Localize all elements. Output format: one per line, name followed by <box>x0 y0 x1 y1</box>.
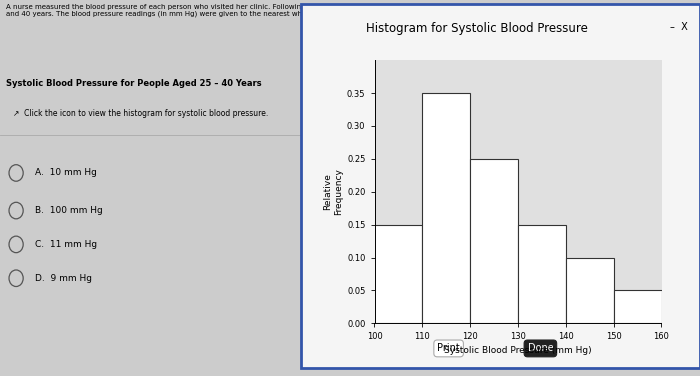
Bar <box>470 159 518 323</box>
Text: Systolic Blood Pressure for People Aged 25 – 40 Years: Systolic Blood Pressure for People Aged … <box>6 79 262 88</box>
Bar <box>422 93 470 323</box>
Text: B.  100 mm Hg: B. 100 mm Hg <box>36 206 103 215</box>
Y-axis label: Relative
Frequency: Relative Frequency <box>323 168 343 215</box>
FancyBboxPatch shape <box>301 4 700 368</box>
Text: C.  11 mm Hg: C. 11 mm Hg <box>36 240 97 249</box>
Bar <box>566 258 614 323</box>
Text: Done: Done <box>528 343 553 353</box>
Text: Print: Print <box>438 343 460 353</box>
Text: Histogram for Systolic Blood Pressure: Histogram for Systolic Blood Pressure <box>365 22 587 35</box>
Text: A nurse measured the blood pressure of each person who visited her clinic. Follo: A nurse measured the blood pressure of e… <box>6 4 687 17</box>
X-axis label: Systolic Blood Pressure (mm Hg): Systolic Blood Pressure (mm Hg) <box>444 346 592 355</box>
Text: D.  9 mm Hg: D. 9 mm Hg <box>36 274 92 283</box>
Bar <box>614 290 662 323</box>
Text: A.  10 mm Hg: A. 10 mm Hg <box>36 168 97 177</box>
Text: ↗  Click the icon to view the histogram for systolic blood pressure.: ↗ Click the icon to view the histogram f… <box>13 109 268 118</box>
Bar <box>518 224 566 323</box>
Text: –  X: – X <box>671 22 688 32</box>
Bar <box>374 224 422 323</box>
